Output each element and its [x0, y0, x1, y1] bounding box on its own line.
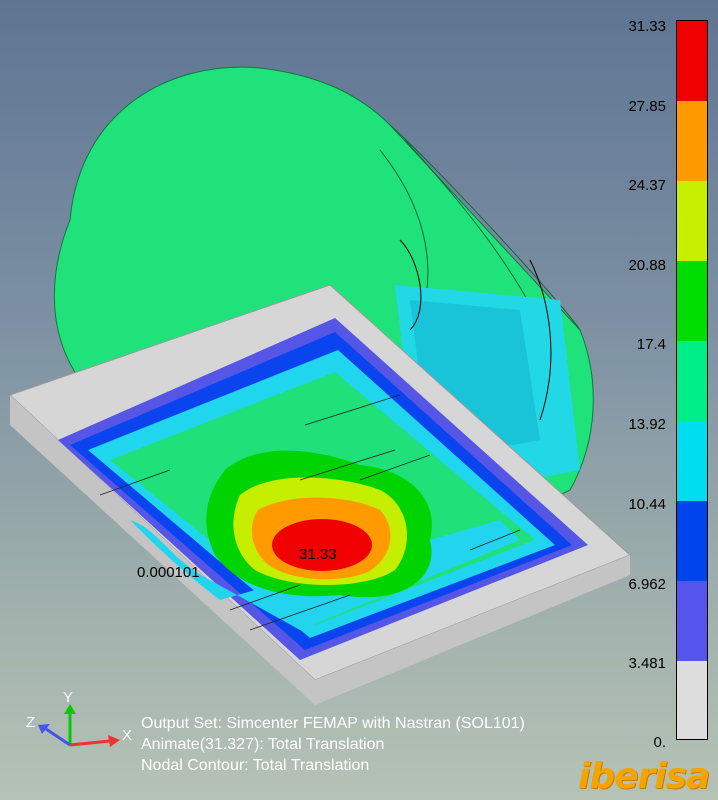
legend-label: 3.481 — [628, 655, 666, 672]
legend-label: 17.4 — [636, 336, 666, 353]
axis-triad — [38, 704, 120, 747]
animate-line: Animate(31.327): Total Translation — [141, 736, 385, 753]
legend-label: 0. — [653, 734, 666, 751]
legend-label: 13.92 — [628, 416, 666, 433]
max-value-label: 31.33 — [299, 546, 337, 563]
iberisa-logo: iberisa — [578, 756, 710, 797]
legend-swatch-5 — [677, 341, 707, 421]
legend-swatch-4 — [677, 421, 707, 501]
legend-swatch-9 — [677, 21, 707, 101]
triad-y-label: Y — [63, 689, 74, 706]
legend-swatch-3 — [677, 501, 707, 581]
legend-label: 27.85 — [628, 98, 666, 115]
nodal-contour-line: Nodal Contour: Total Translation — [141, 757, 370, 774]
output-set-line: Output Set: Simcenter FEMAP with Nastran… — [141, 715, 525, 732]
legend-swatch-8 — [677, 101, 707, 181]
contour-legend-bar — [676, 20, 708, 740]
legend-swatch-6 — [677, 261, 707, 341]
output-info-text: Output Set: Simcenter FEMAP with Nastran… — [141, 713, 525, 776]
legend-label: 10.44 — [628, 496, 666, 513]
legend-label: 20.88 — [628, 257, 666, 274]
legend-label: 6.962 — [628, 576, 666, 593]
legend-label: 24.37 — [628, 177, 666, 194]
legend-swatch-2 — [677, 581, 707, 661]
min-value-label: 0.000101 — [137, 564, 200, 581]
triad-x-label: X — [122, 727, 133, 744]
legend-swatch-7 — [677, 181, 707, 261]
plate-model: 31.33 0.000101 — [9, 284, 631, 705]
triad-z-label: Z — [26, 714, 36, 731]
legend-swatch-1 — [677, 661, 707, 739]
legend-label: 31.33 — [628, 18, 666, 35]
